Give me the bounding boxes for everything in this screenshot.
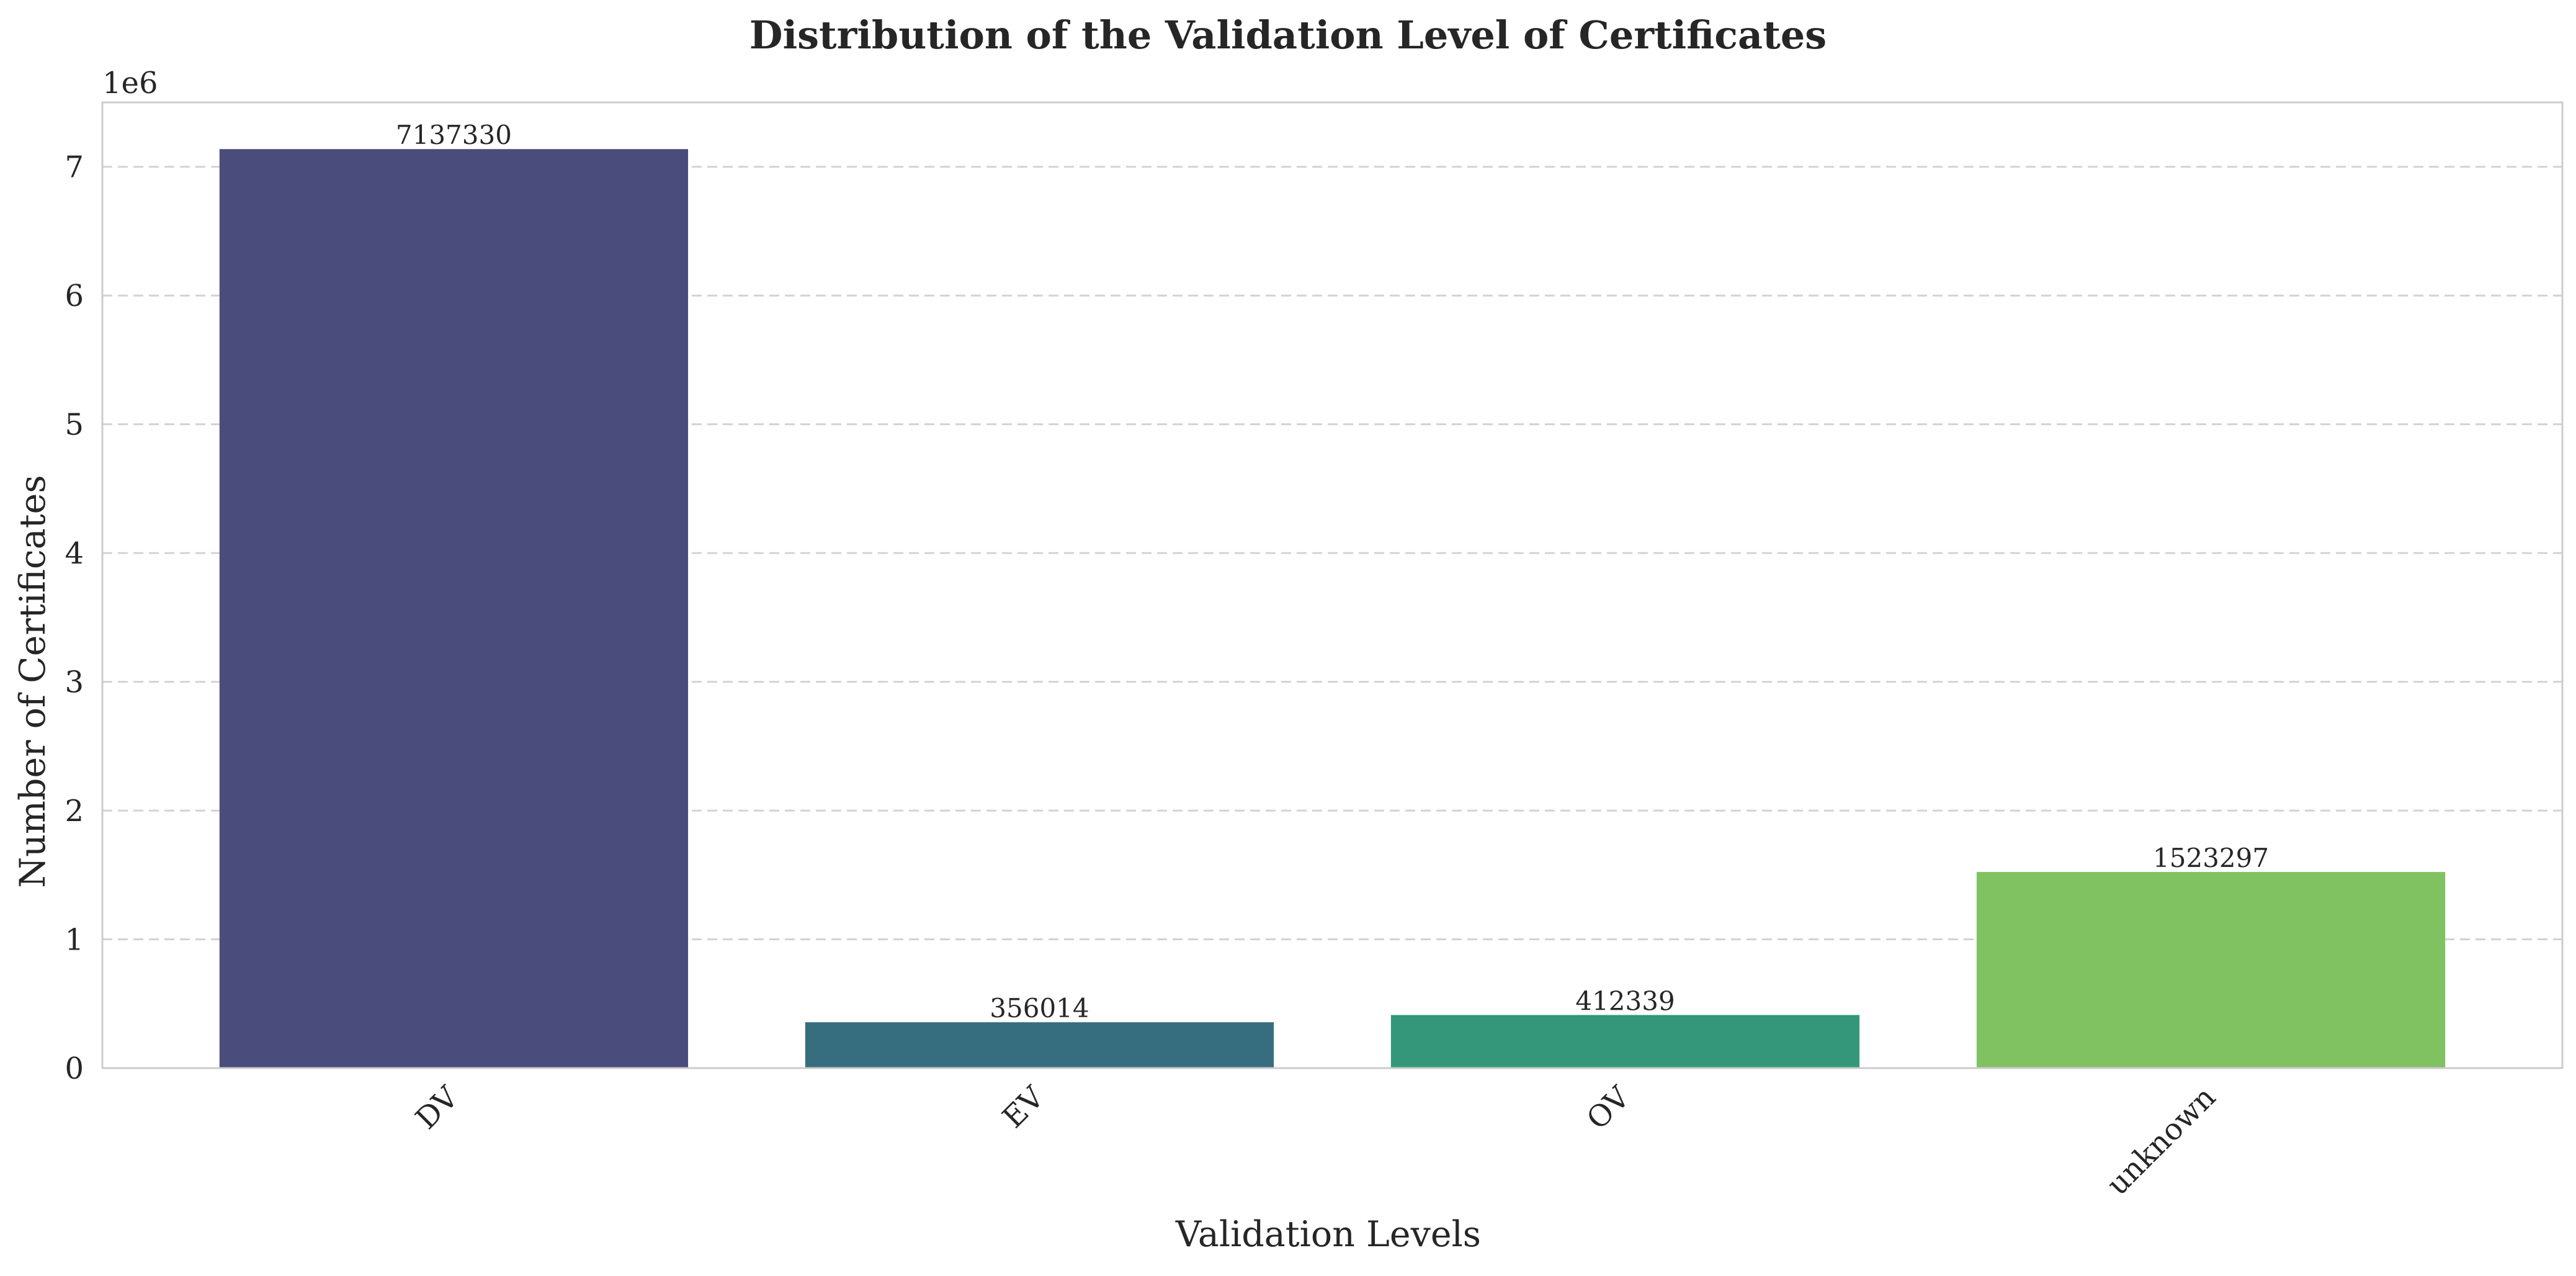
y-tick-label: 3 <box>65 665 84 700</box>
y-tick-label: 6 <box>65 279 84 313</box>
y-tick-label: 5 <box>65 408 84 443</box>
y-tick-labels: 0 1 2 3 4 5 6 7 <box>65 150 84 1086</box>
bar-ev <box>805 1022 1274 1068</box>
data-labels: 7137330 356014 412339 1523297 <box>396 120 2269 1023</box>
bar-layer <box>219 149 2446 1068</box>
chart-title: Distribution of the Validation Level of … <box>749 12 1827 58</box>
data-label-ov: 412339 <box>1575 986 1675 1016</box>
y-tick-label: 1 <box>65 923 84 958</box>
data-label-unknown: 1523297 <box>2153 843 2269 873</box>
x-axis-label: Validation Levels <box>1175 1214 1481 1255</box>
plot-frame <box>101 101 2564 1069</box>
y-tick-label: 7 <box>65 150 84 185</box>
bar-unknown <box>1976 871 2446 1068</box>
y-tick-label: 2 <box>65 794 84 829</box>
bar-ov <box>1390 1015 1860 1068</box>
y-tick-label: 0 <box>65 1051 84 1086</box>
bar-dv <box>219 149 689 1068</box>
y-axis-offset-label: 1e6 <box>102 66 158 101</box>
y-tick-label: 4 <box>65 536 84 571</box>
y-axis-label: Number of Certificates <box>12 475 53 887</box>
data-label-dv: 7137330 <box>396 120 512 150</box>
data-label-ev: 356014 <box>990 993 1089 1023</box>
